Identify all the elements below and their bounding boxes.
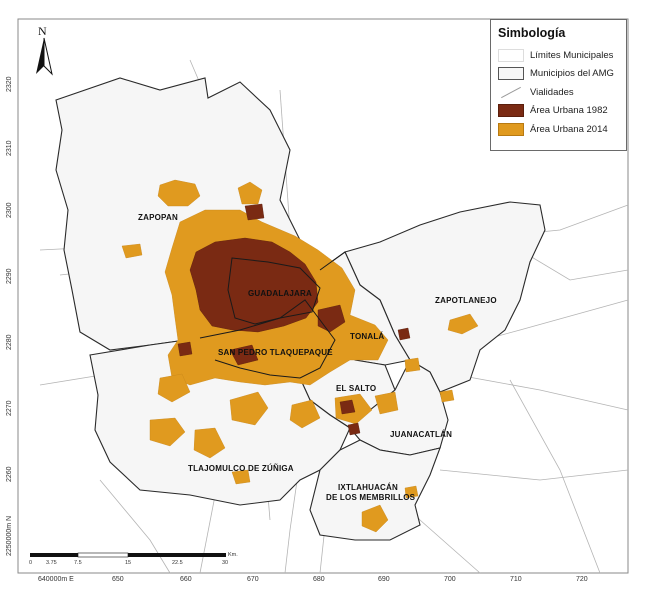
x-tick-1: 650	[112, 576, 124, 583]
scale-label-3: 15	[125, 560, 132, 566]
legend-swatch-urbana-2014	[498, 122, 524, 136]
legend-label-municipios: Municipios del AMG	[530, 68, 614, 80]
y-tick-0: 2320	[6, 76, 13, 92]
label-tlaquepaque: SAN PEDRO TLAQUEPAQUE	[218, 348, 333, 357]
scale-label-1: 3.75	[46, 560, 57, 566]
urban-2014-west	[121, 243, 143, 259]
urban-2014-north	[157, 179, 201, 207]
urban-2014-south	[231, 469, 251, 485]
legend-box: Simbología Límites Municipales Municipio…	[490, 19, 627, 151]
legend-item-urbana-2014: Área Urbana 2014	[498, 120, 620, 139]
legend-item-urbana-1982: Área Urbana 1982	[498, 102, 620, 121]
urban-1982-el-salto-2	[347, 422, 361, 436]
scale-bar-icon	[30, 552, 226, 558]
label-ixtlahuacan-2: DE LOS MEMBRILLOS	[326, 493, 416, 502]
legend-title: Simbología	[498, 26, 566, 40]
legend-label-urbana-1982: Área Urbana 1982	[530, 105, 608, 117]
label-juanacatlan: JUANACATLÁN	[390, 430, 453, 439]
x-tick-7: 710	[510, 576, 522, 583]
urban-2014-tlajomulco-5	[289, 399, 321, 429]
north-label: N	[38, 24, 47, 38]
municipality-ixtlahuacan	[309, 439, 441, 541]
urban-2014-east	[439, 389, 455, 403]
urban-1982-core	[189, 237, 319, 333]
y-tick-2: 2300	[6, 202, 13, 218]
legend-label-urbana-2014: Área Urbana 2014	[530, 123, 608, 135]
scale-label-2: 7.5	[74, 560, 82, 566]
urban-2014-tlajomulco-3	[229, 391, 269, 426]
x-tick-3: 670	[247, 576, 259, 583]
y-tick-4: 2280	[6, 334, 13, 350]
urban-2014-zapotlanejo	[447, 313, 479, 335]
urban-1982-east-2	[397, 327, 411, 341]
legend-swatch-vialidades	[498, 86, 524, 99]
y-tick-1: 2310	[6, 140, 13, 156]
scale-label-4: 22.5	[172, 560, 183, 566]
label-zapopan: ZAPOPAN	[138, 213, 178, 222]
legend-label-vialidades: Vialidades	[530, 86, 574, 98]
scale-label-0: 0	[29, 560, 33, 566]
legend-label-limites: Límites Municipales	[530, 49, 614, 61]
label-guadalajara: GUADALAJARA	[248, 289, 312, 298]
urban-2014-tlajomulco-1	[149, 417, 186, 447]
urban-1982-el-salto	[339, 399, 356, 415]
y-tick-5: 2270	[6, 400, 13, 416]
boundary-overlay	[199, 251, 346, 379]
scale-label-5: 30	[222, 560, 229, 566]
y-tick-3: 2290	[6, 268, 13, 284]
label-tonala: TONALÁ	[350, 332, 385, 341]
x-tick-4: 680	[313, 576, 325, 583]
scale-unit: Km.	[228, 552, 238, 558]
urban-2014-ixtlahuacan	[361, 504, 389, 533]
label-tlajomulco: TLAJOMULCO DE ZÚÑIGA	[188, 464, 294, 473]
legend-item-municipios: Municipios del AMG	[498, 65, 620, 84]
legend-swatch-municipios	[498, 67, 524, 81]
urban-2014-ixtla-2	[404, 485, 419, 499]
urban-1982-south	[229, 344, 259, 366]
urban-1982-east	[317, 304, 346, 333]
label-ixtlahuacan-1: IXTLAHUACÁN	[338, 483, 398, 492]
urban-area-1982-layer	[177, 203, 411, 436]
urban-2014-north-2	[237, 181, 263, 205]
x-tick-2: 660	[180, 576, 192, 583]
legend-item-limites: Límites Municipales	[498, 46, 620, 65]
x-tick-8: 720	[576, 576, 588, 583]
urban-2014-tlajomulco-4	[157, 373, 191, 403]
label-el-salto: EL SALTO	[336, 384, 377, 393]
x-tick-0: 640000m E	[38, 576, 74, 583]
legend-swatch-limites	[498, 48, 524, 62]
y-tick-7: 2250000m N	[6, 515, 13, 556]
urban-2014-east-2	[404, 357, 421, 373]
north-arrow-icon	[36, 37, 53, 76]
x-tick-5: 690	[378, 576, 390, 583]
legend-item-vialidades: Vialidades	[498, 83, 620, 102]
legend-swatch-urbana-1982	[498, 104, 524, 118]
urban-1982-west	[177, 341, 193, 357]
urban-2014-tlajomulco-2	[193, 427, 226, 459]
x-tick-6: 700	[444, 576, 456, 583]
urban-2014-el-salto-2	[374, 391, 399, 415]
y-tick-6: 2260	[6, 466, 13, 482]
urban-1982-north	[244, 203, 265, 221]
label-zapotlanejo: ZAPOTLANEJO	[435, 296, 497, 305]
